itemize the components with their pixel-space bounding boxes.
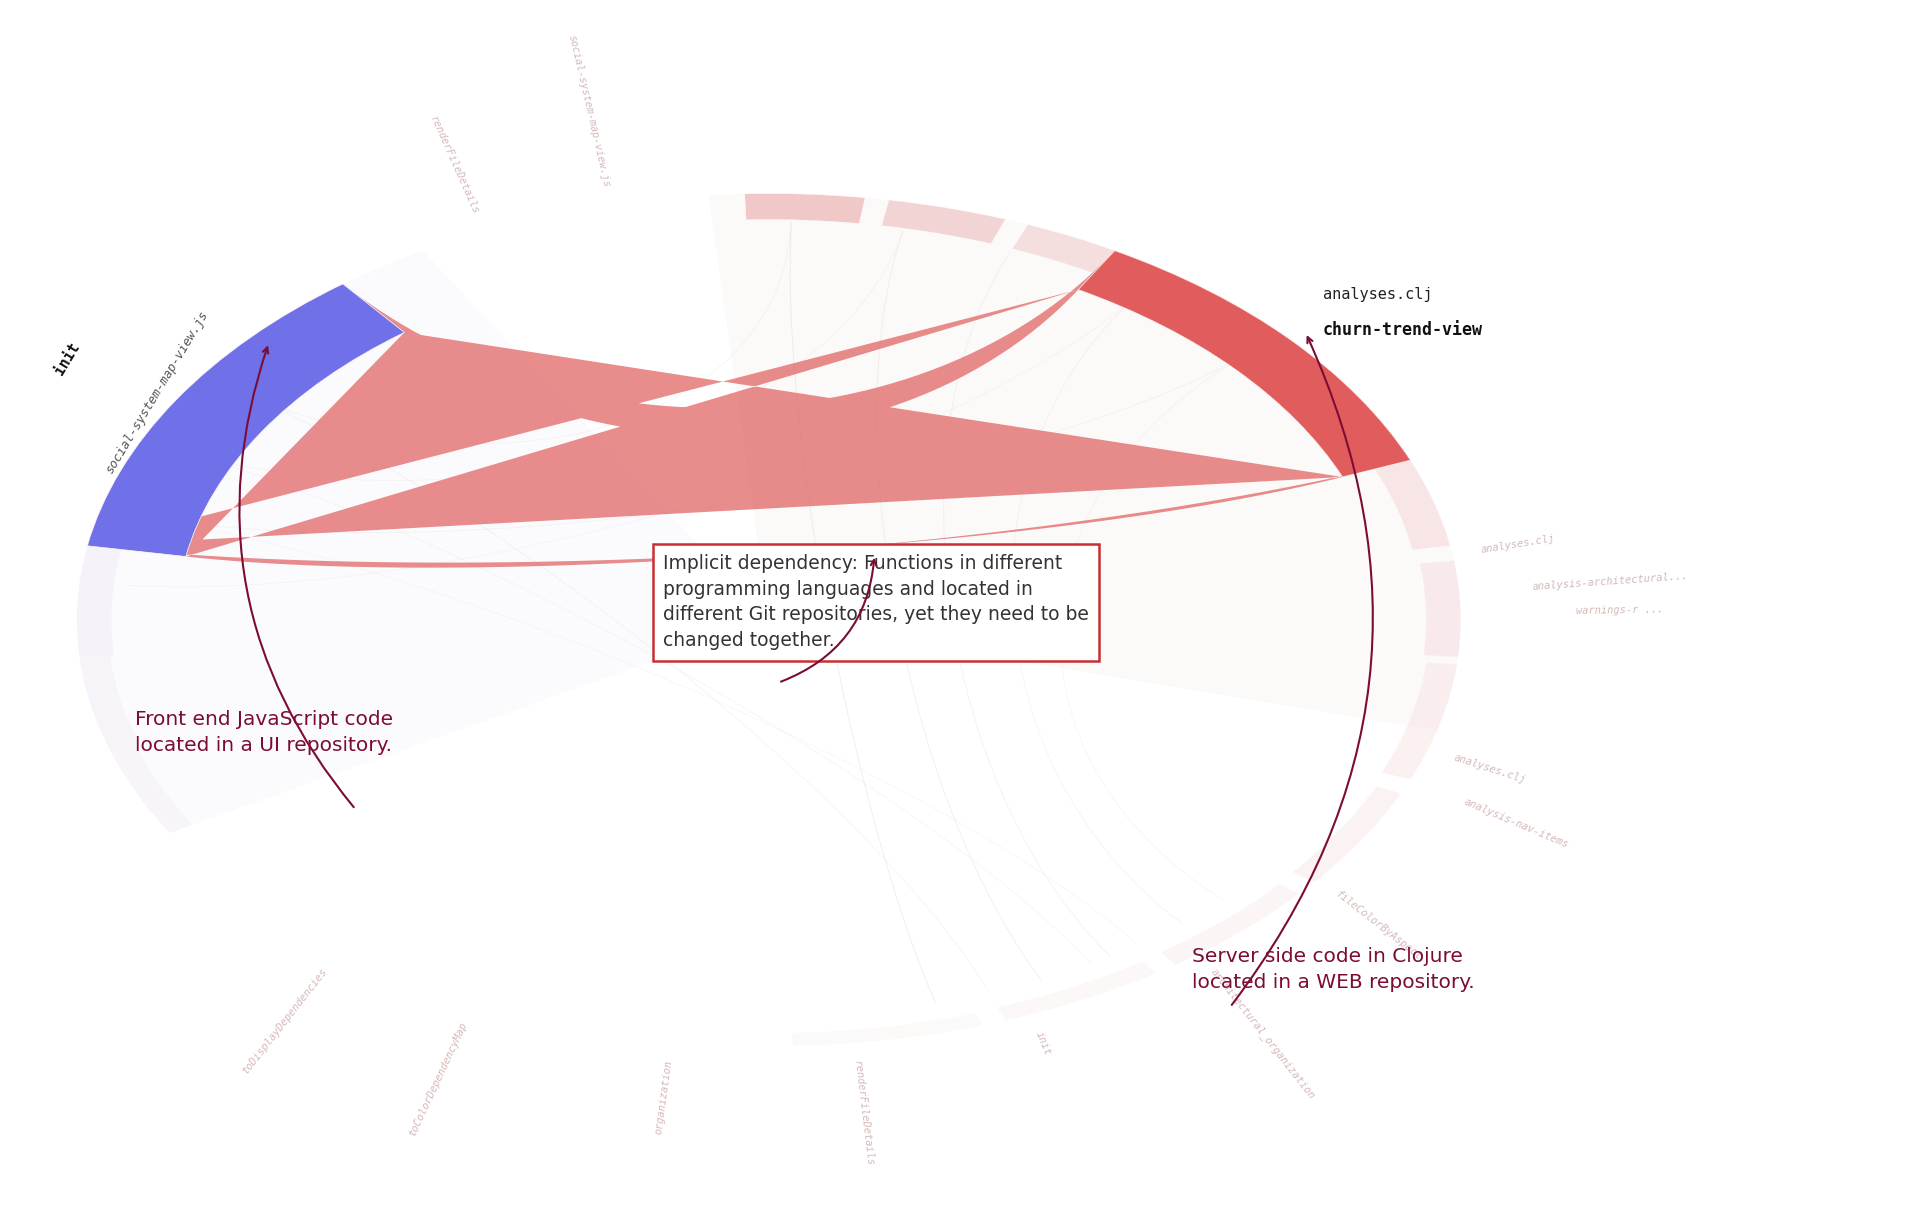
Wedge shape [1161, 884, 1299, 965]
Text: analysis-architectural...: analysis-architectural... [1532, 571, 1688, 591]
Text: Implicit dependency: Functions in different
programming languages and located in: Implicit dependency: Functions in differ… [663, 554, 1090, 650]
Wedge shape [1382, 663, 1457, 779]
Wedge shape [1294, 787, 1401, 882]
Text: organization: organization [653, 1059, 673, 1134]
Text: renderFileDetails: renderFileDetails [429, 115, 480, 216]
Text: Front end JavaScript code
located in a UI repository.: Front end JavaScript code located in a U… [135, 710, 392, 755]
Wedge shape [77, 251, 769, 833]
Text: warnings-r ...: warnings-r ... [1576, 605, 1663, 616]
Text: init: init [1034, 1030, 1053, 1057]
Text: toDisplayDependencies: toDisplayDependencies [240, 967, 329, 1076]
Text: renderFileDetails: renderFileDetails [851, 1060, 875, 1167]
Text: social-system-map-view.js: social-system-map-view.js [104, 308, 211, 476]
Wedge shape [111, 747, 192, 833]
Text: analyses.clj: analyses.clj [1322, 287, 1432, 302]
Wedge shape [1420, 560, 1461, 657]
Text: analysis-nav-items: analysis-nav-items [1463, 797, 1570, 851]
Wedge shape [79, 656, 140, 751]
Text: fileColorByAspect: fileColorByAspect [1334, 890, 1424, 962]
Wedge shape [1078, 251, 1411, 478]
Wedge shape [77, 545, 121, 657]
Wedge shape [1374, 461, 1451, 550]
Text: architectural_organization: architectural_organization [1209, 966, 1317, 1102]
Text: Server side code in Clojure
located in a WEB repository.: Server side code in Clojure located in a… [1192, 947, 1474, 991]
Wedge shape [709, 194, 1461, 730]
Wedge shape [792, 1013, 982, 1046]
Text: init: init [52, 339, 83, 377]
Wedge shape [1013, 224, 1115, 273]
Wedge shape [882, 200, 1005, 244]
Text: toColorDependencyMap: toColorDependencyMap [407, 1021, 469, 1138]
Text: analyses.clj: analyses.clj [1453, 753, 1528, 785]
Wedge shape [744, 194, 865, 223]
Text: analyses.clj: analyses.clj [1480, 533, 1555, 555]
Text: churn-trend-view: churn-trend-view [1322, 321, 1484, 338]
Wedge shape [998, 961, 1155, 1021]
Text: social-system-map-view.js: social-system-map-view.js [567, 34, 611, 188]
Wedge shape [86, 284, 404, 556]
Polygon shape [86, 251, 1411, 567]
